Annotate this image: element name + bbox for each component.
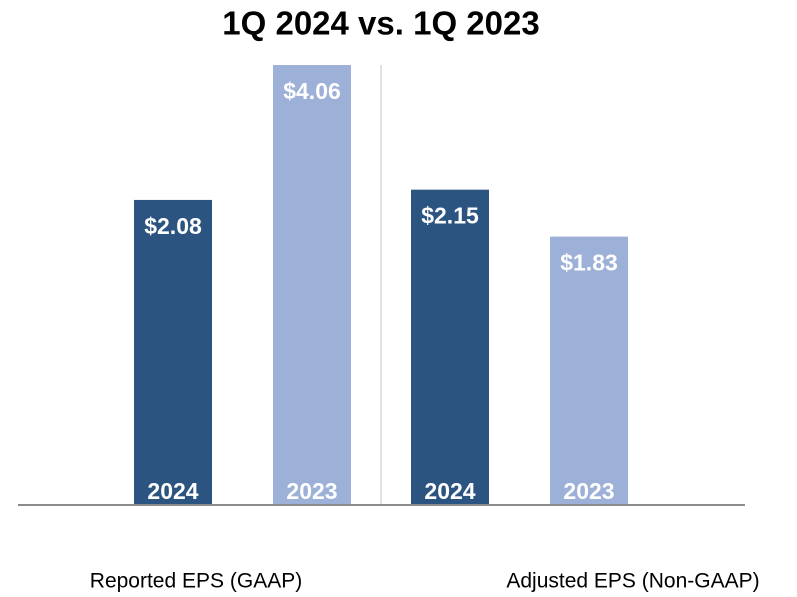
value-label: $4.06 (283, 78, 341, 104)
bar (134, 199, 212, 505)
series-label: 2024 (147, 478, 198, 504)
bar (411, 189, 489, 505)
bars (134, 65, 628, 505)
value-label: $1.83 (560, 250, 618, 276)
category-label: Reported EPS (GAAP) (90, 570, 302, 593)
category-label: Adjusted EPS (Non-GAAP) (506, 570, 759, 593)
value-label: $2.15 (421, 203, 479, 229)
bar (273, 65, 351, 505)
chart-title: 1Q 2024 vs. 1Q 2023 (222, 5, 539, 42)
series-label: 2024 (424, 478, 475, 504)
series-label: 2023 (286, 478, 337, 504)
series-label: 2023 (563, 478, 614, 504)
bar (550, 236, 628, 505)
value-label: $2.08 (144, 213, 202, 239)
